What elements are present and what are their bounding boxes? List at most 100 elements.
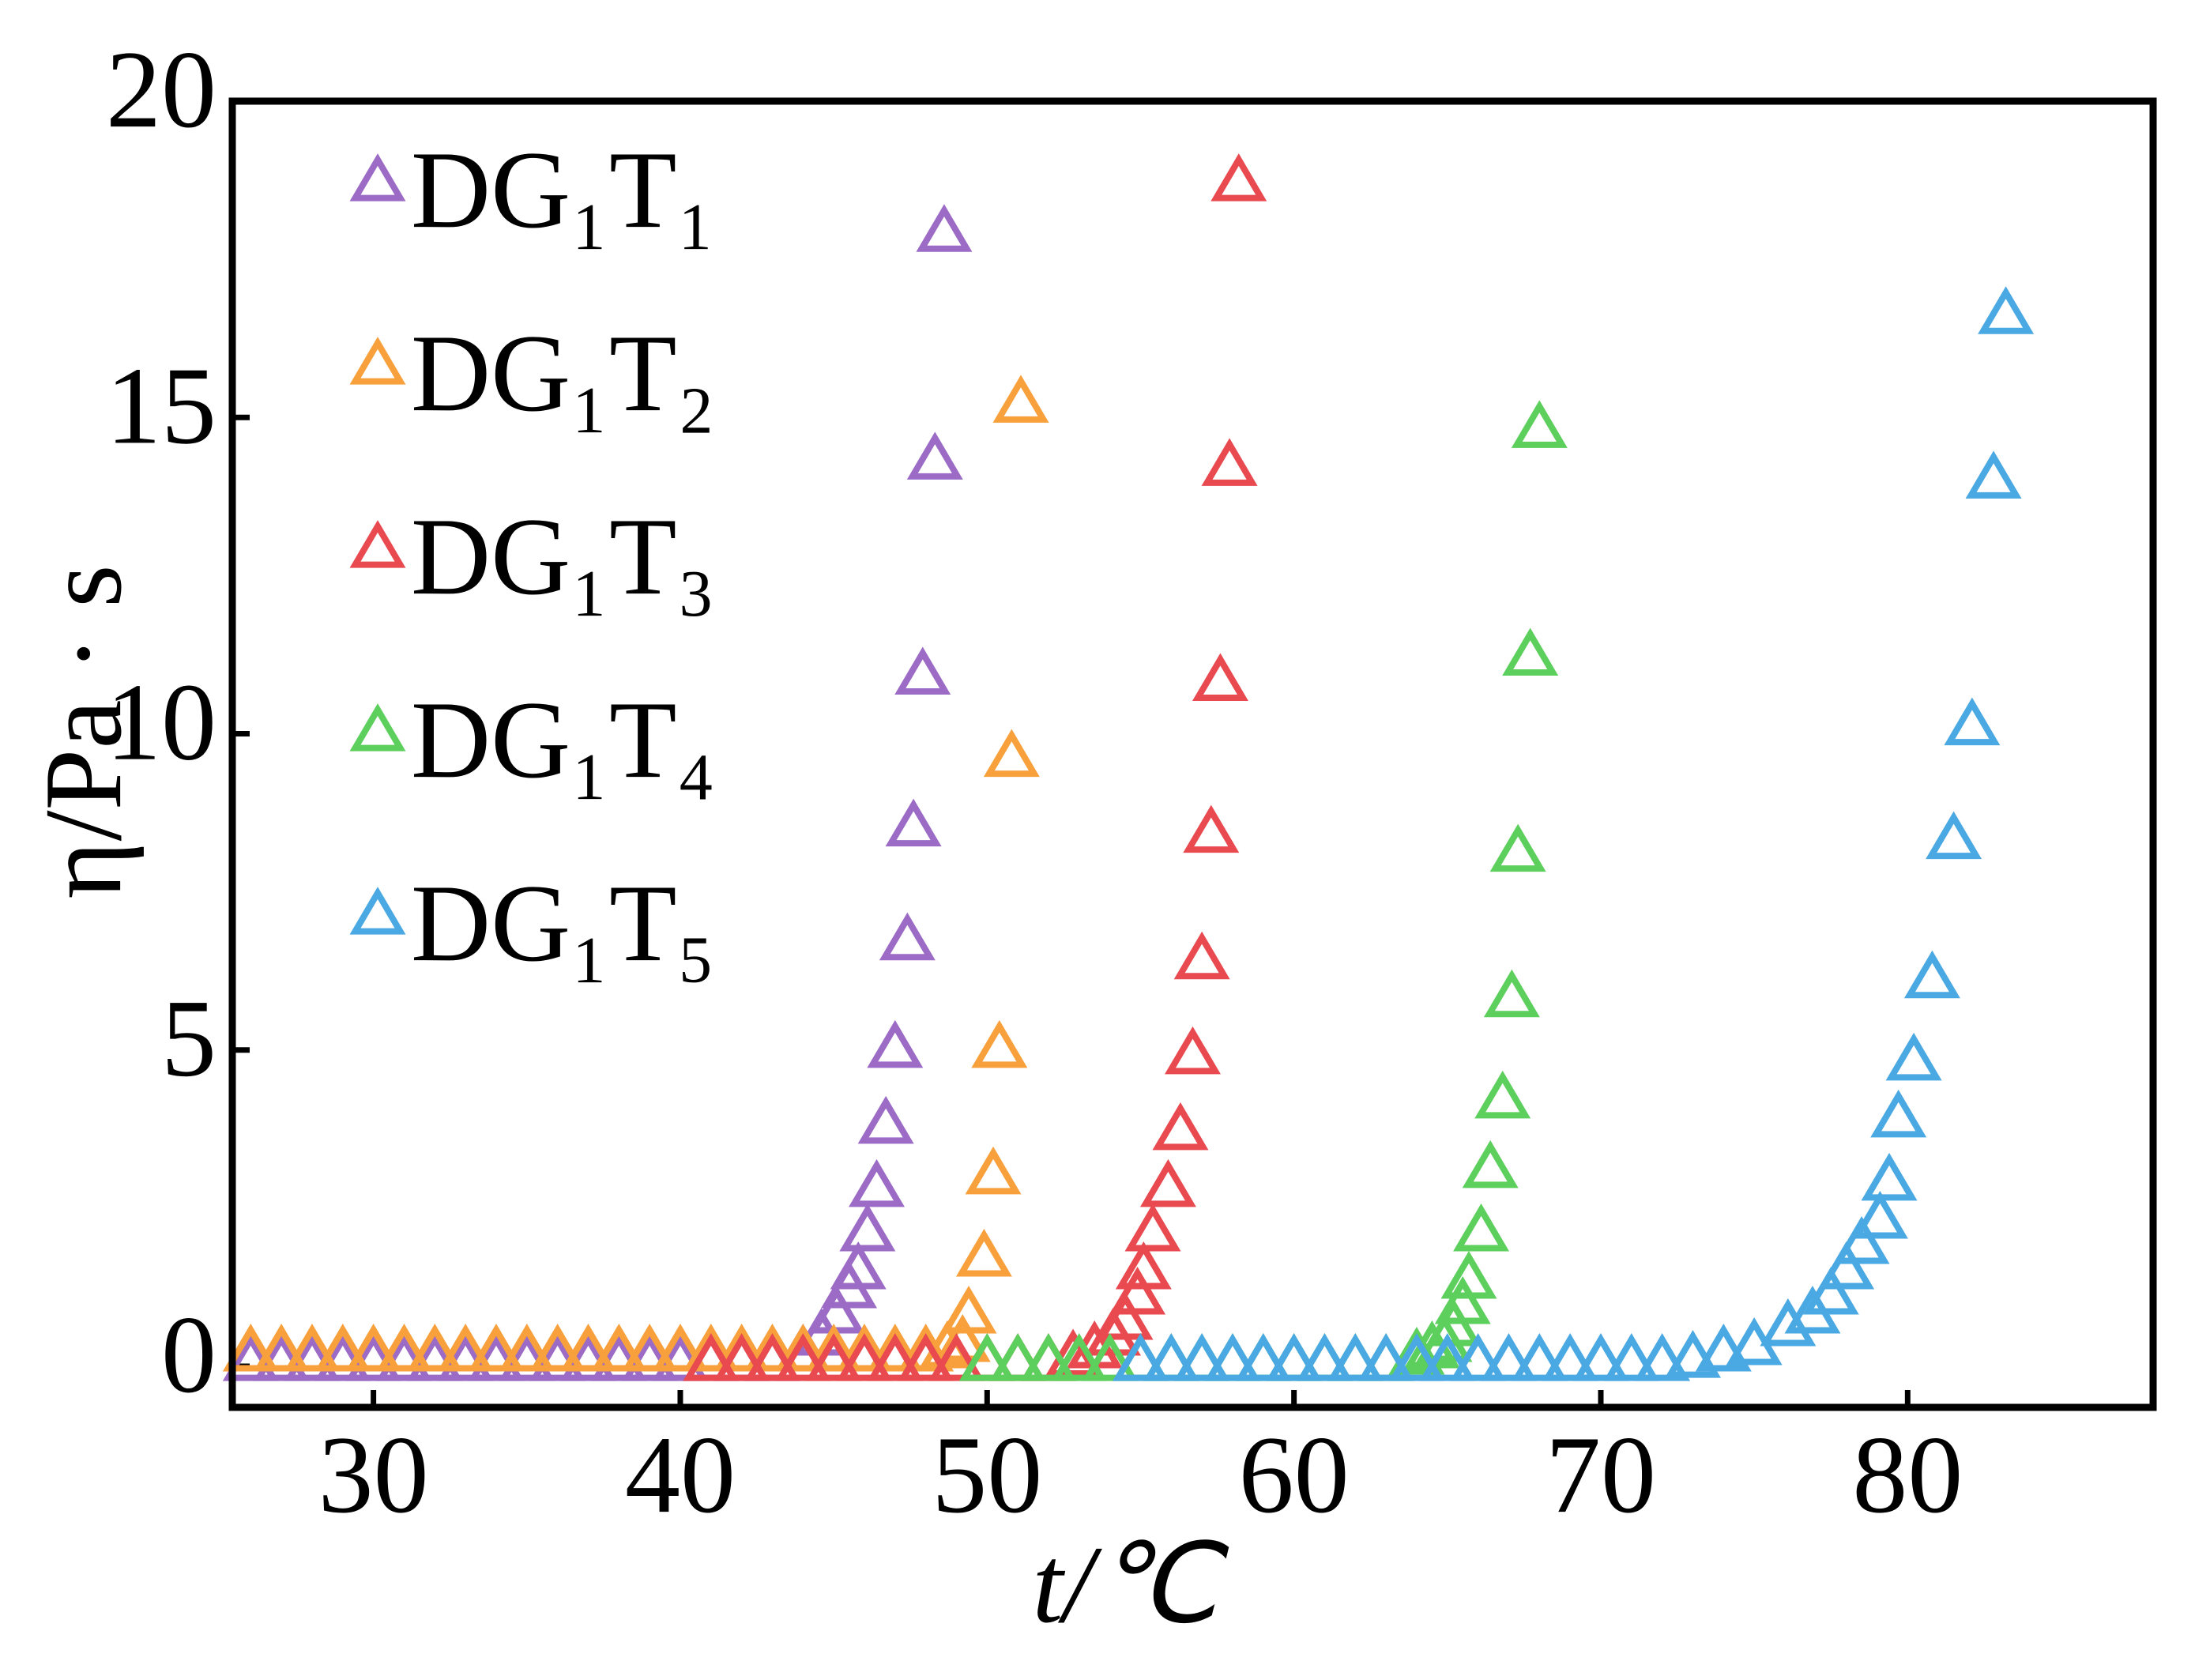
marker: [1115, 1241, 1172, 1290]
legend-marker: [349, 337, 406, 385]
marker: [1388, 1333, 1445, 1381]
marker: [1173, 1333, 1230, 1381]
plot-frame: [228, 97, 2157, 1411]
marker: [1020, 1333, 1077, 1381]
marker: [744, 1324, 800, 1372]
marker: [805, 1324, 862, 1372]
marker: [1419, 1333, 1476, 1381]
marker: [1944, 697, 2001, 746]
marker: [375, 1324, 432, 1372]
marker: [1542, 1333, 1598, 1381]
marker: [559, 1324, 616, 1372]
legend-label: DG₁T₁: [411, 129, 715, 251]
marker: [713, 1333, 770, 1381]
marker: [1097, 1292, 1154, 1340]
marker: [1297, 1333, 1353, 1381]
marker: [1440, 1250, 1497, 1299]
marker: [437, 1324, 494, 1372]
marker: [468, 1324, 525, 1372]
marker: [1851, 1190, 1908, 1239]
marker: [1143, 1333, 1199, 1381]
marker: [1481, 1333, 1537, 1381]
marker: [1450, 1333, 1507, 1381]
marker: [590, 1324, 647, 1372]
marker: [916, 204, 973, 252]
marker: [1235, 1333, 1292, 1381]
marker: [1152, 1102, 1209, 1151]
marker: [857, 1095, 914, 1144]
marker: [1665, 1330, 1721, 1378]
marker: [1204, 1333, 1261, 1381]
y-tick-label: 0: [161, 1294, 216, 1416]
marker: [1903, 950, 1960, 999]
marker: [971, 1019, 1028, 1068]
marker: [879, 912, 936, 961]
marker: [499, 1324, 555, 1372]
marker: [1462, 1139, 1519, 1188]
x-tick-label: 50: [932, 1414, 1042, 1536]
marker: [1434, 1276, 1491, 1324]
marker: [774, 1333, 831, 1381]
marker: [1885, 1032, 1942, 1081]
marker: [885, 798, 942, 847]
marker: [1818, 1241, 1875, 1290]
marker: [744, 1333, 800, 1381]
marker: [314, 1324, 371, 1372]
marker: [345, 1324, 402, 1372]
marker: [1327, 1333, 1384, 1381]
marker: [1453, 1203, 1510, 1252]
marker: [867, 1019, 924, 1068]
marker: [1210, 153, 1267, 202]
x-tick-label: 70: [1546, 1414, 1656, 1536]
marker: [1511, 1333, 1568, 1381]
marker: [406, 1324, 463, 1372]
marker: [1051, 1333, 1108, 1381]
marker: [906, 431, 963, 480]
marker: [1695, 1324, 1752, 1372]
marker: [983, 729, 1040, 778]
marker: [1201, 438, 1258, 486]
marker: [894, 646, 951, 695]
marker: [898, 1333, 954, 1381]
legend-marker: [349, 520, 406, 568]
marker: [253, 1324, 310, 1372]
marker: [1802, 1267, 1859, 1315]
legend-marker: [349, 703, 406, 751]
marker: [1489, 823, 1546, 872]
marker: [683, 1324, 740, 1372]
marker: [989, 1333, 1046, 1381]
x-tick-label: 80: [1852, 1414, 1963, 1536]
marker: [1139, 1158, 1196, 1207]
marker: [839, 1203, 896, 1252]
marker: [1124, 1203, 1181, 1252]
marker: [529, 1324, 586, 1372]
y-axis-label: η/Pa · s: [22, 564, 145, 898]
legend-label: DG₁T₂: [411, 312, 715, 435]
marker: [1965, 450, 2022, 499]
marker: [1511, 400, 1568, 448]
x-tick-label: 40: [625, 1414, 736, 1536]
y-tick-label: 15: [106, 345, 216, 467]
marker: [1861, 1152, 1918, 1201]
legend-marker: [349, 887, 406, 935]
marker: [774, 1324, 831, 1372]
legend-label: DG₁T₅: [411, 862, 715, 985]
marker: [1192, 653, 1248, 702]
marker: [830, 1241, 887, 1290]
marker: [1173, 931, 1230, 980]
marker: [805, 1333, 862, 1381]
marker: [867, 1333, 924, 1381]
marker: [965, 1146, 1022, 1195]
marker: [1502, 627, 1559, 676]
marker: [652, 1324, 709, 1372]
marker: [940, 1286, 997, 1334]
x-tick-label: 30: [318, 1414, 429, 1536]
marker: [836, 1333, 893, 1381]
marker: [1357, 1333, 1414, 1381]
legend-label: DG₁T₄: [411, 679, 715, 801]
marker: [1082, 1333, 1139, 1381]
x-tick-label: 60: [1239, 1414, 1350, 1536]
marker: [621, 1324, 678, 1372]
